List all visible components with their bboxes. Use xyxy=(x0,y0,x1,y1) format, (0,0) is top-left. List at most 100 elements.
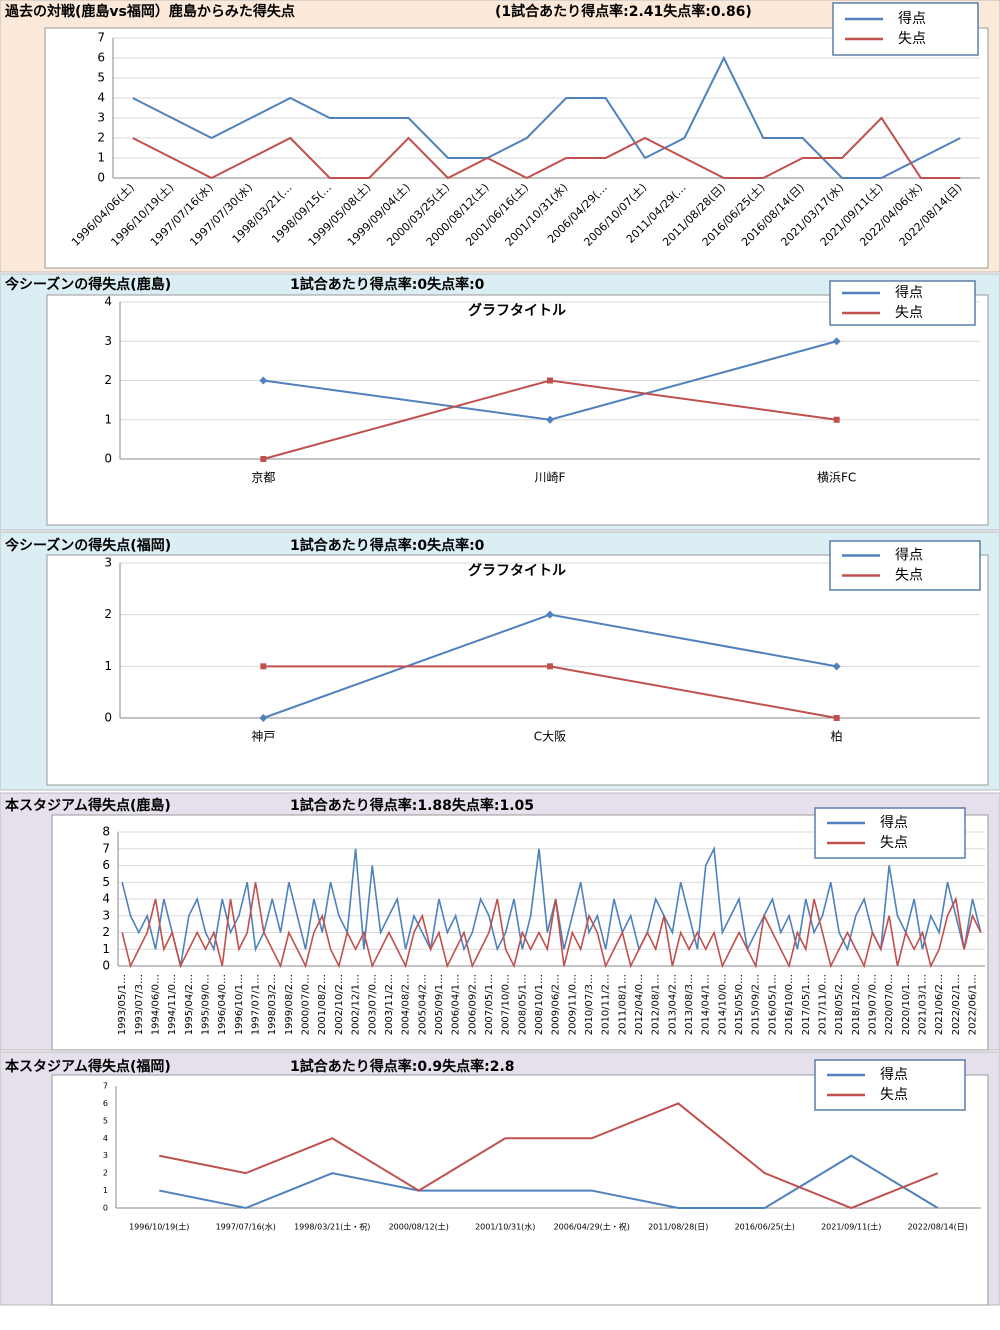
x-tick-label: 2003/07/0… xyxy=(367,974,378,1035)
y-tick-label: 1 xyxy=(103,1186,108,1195)
x-tick-label: 1994/06/0… xyxy=(151,974,162,1035)
x-tick-label: 2021/09/11(土) xyxy=(821,1222,881,1232)
series-line xyxy=(159,1102,939,1210)
section-subtitle: 1試合あたり得点率:0失点率:0 xyxy=(290,276,485,293)
legend-label: 失点 xyxy=(895,568,923,584)
x-tick-label: 1998/03/21(土・祝) xyxy=(294,1222,370,1232)
x-tick-label: 横浜FC xyxy=(817,471,856,485)
series-line xyxy=(121,845,982,967)
section-heading: 今シーズンの得失点(福岡) xyxy=(4,537,171,554)
x-tick-label: 2017/05/1… xyxy=(801,974,812,1035)
section-heading: 過去の対戦(鹿島vs福岡）鹿島からみた得失点 xyxy=(4,3,295,20)
section-subtitle: (1試合あたり得点率:2.41失点率:0.86) xyxy=(495,3,752,20)
x-tick-label: 2006/04/1… xyxy=(451,974,462,1035)
section-subtitle: 1試合あたり得点率:0.9失点率:2.8 xyxy=(290,1058,515,1075)
legend-box xyxy=(832,2,979,56)
x-tick-label: 1993/05/1… xyxy=(117,974,128,1035)
x-tick-label: 1997/07/1… xyxy=(251,974,262,1035)
series-line xyxy=(159,1154,939,1210)
x-tick-label: 1996/04/0… xyxy=(217,974,228,1035)
x-tick-label: 2017/11/0… xyxy=(817,974,828,1035)
y-tick-label: 8 xyxy=(102,825,110,839)
y-tick-label: 4 xyxy=(103,1134,108,1143)
series-line xyxy=(132,116,961,180)
y-tick-label: 4 xyxy=(97,91,105,105)
section-subtitle: 1試合あたり得点率:1.88失点率:1.05 xyxy=(290,797,534,814)
x-tick-label: 2012/04/0… xyxy=(634,974,645,1035)
legend-box xyxy=(829,540,981,591)
x-tick-label: 2004/08/2… xyxy=(401,974,412,1035)
x-tick-label: 2016/10/0… xyxy=(784,974,795,1035)
x-tick-label: 1994/11/0… xyxy=(167,974,178,1035)
y-tick-label: 0 xyxy=(102,959,110,973)
legend-label: 得点 xyxy=(895,284,923,301)
y-tick-label: 3 xyxy=(103,1151,108,1160)
y-tick-label: 4 xyxy=(104,295,112,309)
y-tick-label: 5 xyxy=(97,71,105,85)
x-tick-label: 2016/06/25(土) xyxy=(735,1222,795,1232)
x-tick-label: 2010/07/3… xyxy=(584,974,595,1035)
y-tick-label: 3 xyxy=(102,908,110,922)
x-tick-label: 2002/10/2… xyxy=(334,974,345,1035)
y-tick-label: 2 xyxy=(97,131,105,145)
legend-box xyxy=(814,807,966,859)
legend-label: 失点 xyxy=(895,305,923,321)
x-tick-label: 2019/07/0… xyxy=(867,974,878,1035)
x-tick-label: 1996/10/19(土) xyxy=(129,1222,189,1232)
y-tick-label: 2 xyxy=(102,925,110,939)
x-tick-label: 2015/05/0… xyxy=(734,974,745,1035)
y-tick-label: 1 xyxy=(97,151,105,165)
chart-area xyxy=(46,554,989,786)
legend-label: 得点 xyxy=(880,814,908,831)
x-tick-label: 2000/07/0… xyxy=(301,974,312,1035)
x-tick-label: 2003/11/2… xyxy=(384,974,395,1035)
x-tick-label: 2006/04/29(土・祝) xyxy=(554,1222,630,1232)
x-tick-label: 1999/08/2… xyxy=(284,974,295,1035)
legend-label: 失点 xyxy=(898,31,926,47)
point-marker xyxy=(546,415,554,424)
section-heading: 今シーズンの得失点(鹿島) xyxy=(4,276,171,293)
y-tick-label: 3 xyxy=(104,556,112,570)
y-tick-label: 1 xyxy=(104,412,112,426)
x-tick-label: 2022/06/1… xyxy=(967,974,978,1035)
chart-title: グラフタイトル xyxy=(468,302,566,319)
legend-box xyxy=(829,280,976,326)
legend-label: 得点 xyxy=(898,10,926,27)
point-marker xyxy=(547,377,553,384)
y-tick-label: 4 xyxy=(102,892,110,906)
y-tick-label: 5 xyxy=(102,875,110,889)
y-tick-label: 7 xyxy=(103,1082,108,1091)
x-tick-label: 2006/09/2… xyxy=(467,974,478,1035)
y-tick-label: 0 xyxy=(97,171,105,185)
x-tick-label: 1996/10/1… xyxy=(234,974,245,1035)
x-tick-label: 1995/09/0… xyxy=(201,974,212,1035)
y-tick-label: 0 xyxy=(104,711,112,725)
chart-area xyxy=(46,294,989,526)
point-marker xyxy=(546,610,554,619)
y-tick-label: 7 xyxy=(102,841,110,855)
x-tick-label: 2021/03/1… xyxy=(917,974,928,1035)
x-tick-label: 2013/04/2… xyxy=(667,974,678,1035)
legend-label: 得点 xyxy=(880,1066,908,1083)
x-tick-label: 2011/08/1… xyxy=(617,974,628,1035)
y-tick-label: 2 xyxy=(104,373,112,387)
x-tick-label: 2001/08/2… xyxy=(317,974,328,1035)
x-tick-label: 2011/08/28(日) xyxy=(648,1223,708,1232)
point-marker xyxy=(259,376,268,385)
legend-box xyxy=(814,1059,966,1111)
x-tick-label: 2000/08/12(土) xyxy=(389,1222,449,1232)
y-tick-label: 2 xyxy=(103,1169,108,1178)
point-marker xyxy=(832,337,841,346)
legend-label: 得点 xyxy=(895,547,923,564)
point-marker xyxy=(259,714,268,722)
x-tick-label: 2005/09/1… xyxy=(434,974,445,1035)
y-tick-label: 6 xyxy=(102,858,110,872)
x-tick-label: 1997/07/16(水) xyxy=(216,1222,276,1232)
point-marker xyxy=(832,662,841,671)
x-tick-label: 1998/03/2… xyxy=(267,974,278,1035)
y-tick-label: 7 xyxy=(97,31,105,45)
y-tick-label: 3 xyxy=(97,111,105,125)
y-tick-label: 3 xyxy=(104,334,112,348)
